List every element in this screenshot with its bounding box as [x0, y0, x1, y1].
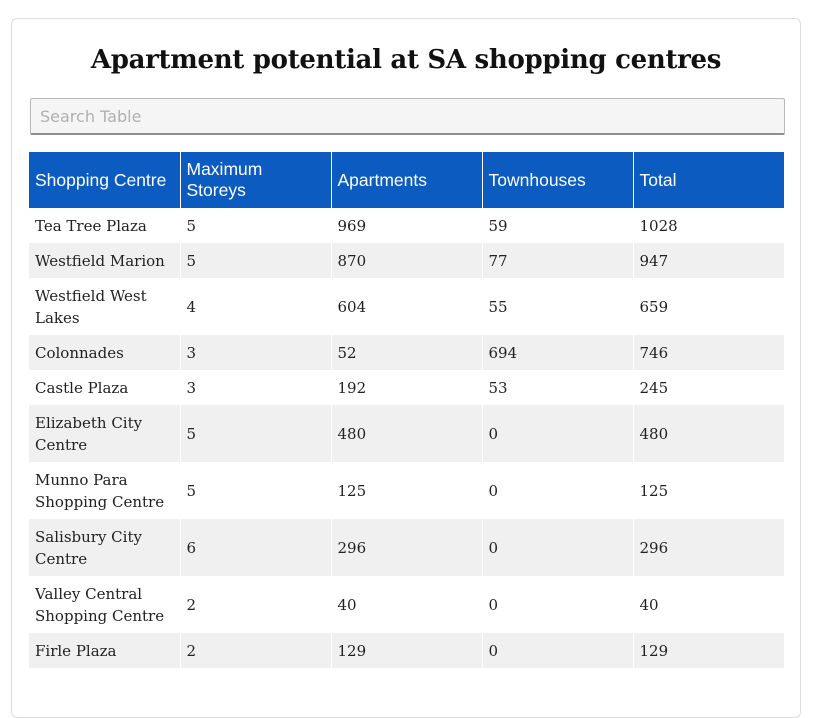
table-row: Westfield Marion 5 870 77 947	[29, 243, 784, 278]
cell-total: 480	[633, 405, 784, 462]
cell-townhouses: 0	[482, 462, 634, 519]
column-header-total[interactable]: Total	[633, 152, 784, 208]
cell-shopping-centre: Valley Central Shopping Centre	[29, 576, 181, 633]
cell-apartments: 40	[331, 576, 483, 633]
cell-townhouses: 59	[482, 208, 634, 243]
cell-maximum-storeys: 5	[180, 405, 332, 462]
cell-maximum-storeys: 5	[180, 243, 332, 278]
cell-maximum-storeys: 5	[180, 462, 332, 519]
cell-total: 129	[633, 633, 784, 668]
cell-shopping-centre: Castle Plaza	[29, 370, 181, 405]
cell-apartments: 192	[331, 370, 483, 405]
cell-townhouses: 0	[482, 519, 634, 576]
table-row: Westfield West Lakes 4 604 55 659	[29, 278, 784, 335]
cell-apartments: 480	[331, 405, 483, 462]
table-row: Valley Central Shopping Centre 2 40 0 40	[29, 576, 784, 633]
column-header-shopping-centre[interactable]: Shopping Centre	[29, 152, 181, 208]
cell-townhouses: 77	[482, 243, 634, 278]
cell-total: 245	[633, 370, 784, 405]
cell-shopping-centre: Salisbury City Centre	[29, 519, 181, 576]
cell-shopping-centre: Elizabeth City Centre	[29, 405, 181, 462]
column-header-apartments[interactable]: Apartments	[331, 152, 483, 208]
cell-apartments: 969	[331, 208, 483, 243]
cell-apartments: 52	[331, 335, 483, 370]
cell-townhouses: 0	[482, 576, 634, 633]
cell-maximum-storeys: 3	[180, 335, 332, 370]
cell-total: 659	[633, 278, 784, 335]
table-row: Tea Tree Plaza 5 969 59 1028	[29, 208, 784, 243]
table-row: Elizabeth City Centre 5 480 0 480	[29, 405, 784, 462]
cell-shopping-centre: Firle Plaza	[29, 633, 181, 668]
cell-apartments: 870	[331, 243, 483, 278]
cell-total: 1028	[633, 208, 784, 243]
cell-total: 40	[633, 576, 784, 633]
column-header-townhouses[interactable]: Townhouses	[482, 152, 634, 208]
cell-apartments: 125	[331, 462, 483, 519]
cell-apartments: 604	[331, 278, 483, 335]
table-row: Salisbury City Centre 6 296 0 296	[29, 519, 784, 576]
table-row: Castle Plaza 3 192 53 245	[29, 370, 784, 405]
cell-total: 746	[633, 335, 784, 370]
cell-total: 296	[633, 519, 784, 576]
cell-townhouses: 55	[482, 278, 634, 335]
table-row: Firle Plaza 2 129 0 129	[29, 633, 784, 668]
search-input[interactable]	[30, 98, 785, 135]
cell-apartments: 129	[331, 633, 483, 668]
column-header-maximum-storeys[interactable]: Maximum Storeys	[180, 152, 332, 208]
cell-maximum-storeys: 3	[180, 370, 332, 405]
cell-apartments: 296	[331, 519, 483, 576]
cell-shopping-centre: Munno Para Shopping Centre	[29, 462, 181, 519]
cell-maximum-storeys: 2	[180, 633, 332, 668]
cell-total: 947	[633, 243, 784, 278]
cell-shopping-centre: Colonnades	[29, 335, 181, 370]
cell-shopping-centre: Westfield Marion	[29, 243, 181, 278]
cell-townhouses: 694	[482, 335, 634, 370]
table-row: Colonnades 3 52 694 746	[29, 335, 784, 370]
cell-townhouses: 53	[482, 370, 634, 405]
cell-maximum-storeys: 4	[180, 278, 332, 335]
cell-shopping-centre: Westfield West Lakes	[29, 278, 181, 335]
table-header-row: Shopping Centre Maximum Storeys Apartmen…	[29, 152, 784, 208]
cell-townhouses: 0	[482, 405, 634, 462]
table-row: Munno Para Shopping Centre 5 125 0 125	[29, 462, 784, 519]
cell-maximum-storeys: 5	[180, 208, 332, 243]
cell-townhouses: 0	[482, 633, 634, 668]
page-title: Apartment potential at SA shopping centr…	[90, 45, 722, 75]
cell-shopping-centre: Tea Tree Plaza	[29, 208, 181, 243]
cell-total: 125	[633, 462, 784, 519]
data-table: Shopping Centre Maximum Storeys Apartmen…	[29, 152, 784, 668]
cell-maximum-storeys: 6	[180, 519, 332, 576]
cell-maximum-storeys: 2	[180, 576, 332, 633]
